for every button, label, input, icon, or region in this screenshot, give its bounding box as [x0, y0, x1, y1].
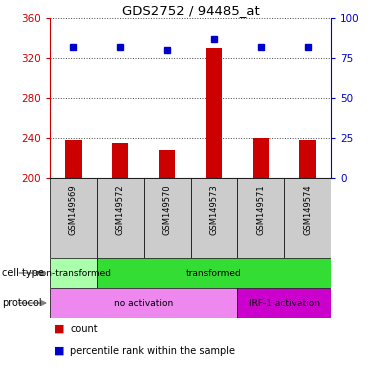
Bar — [159, 150, 175, 178]
Text: no activation: no activation — [114, 298, 173, 308]
Text: percentile rank within the sample: percentile rank within the sample — [70, 346, 236, 356]
Bar — [299, 140, 316, 178]
Bar — [253, 138, 269, 178]
Bar — [50, 178, 97, 258]
Title: GDS2752 / 94485_at: GDS2752 / 94485_at — [122, 4, 259, 17]
Text: GSM149570: GSM149570 — [162, 184, 171, 235]
Text: GSM149572: GSM149572 — [116, 184, 125, 235]
Text: IRF-1 activation: IRF-1 activation — [249, 298, 320, 308]
Text: cell type: cell type — [2, 268, 44, 278]
Text: non-transformed: non-transformed — [35, 268, 111, 278]
Text: GSM149569: GSM149569 — [69, 184, 78, 235]
Bar — [65, 140, 82, 178]
Bar — [144, 178, 190, 258]
Text: GSM149574: GSM149574 — [303, 184, 312, 235]
Text: transformed: transformed — [186, 268, 242, 278]
Text: ■: ■ — [54, 346, 64, 356]
Bar — [112, 143, 128, 178]
Bar — [50, 288, 237, 318]
Bar — [97, 178, 144, 258]
Bar — [50, 258, 97, 288]
Bar — [97, 258, 331, 288]
Bar — [237, 178, 284, 258]
Text: protocol: protocol — [2, 298, 42, 308]
Text: GSM149573: GSM149573 — [209, 184, 219, 235]
Bar — [190, 178, 237, 258]
Text: count: count — [70, 324, 98, 334]
Bar — [237, 288, 331, 318]
Text: ■: ■ — [54, 324, 64, 334]
Bar — [206, 48, 222, 178]
Bar — [284, 178, 331, 258]
Text: GSM149571: GSM149571 — [256, 184, 265, 235]
